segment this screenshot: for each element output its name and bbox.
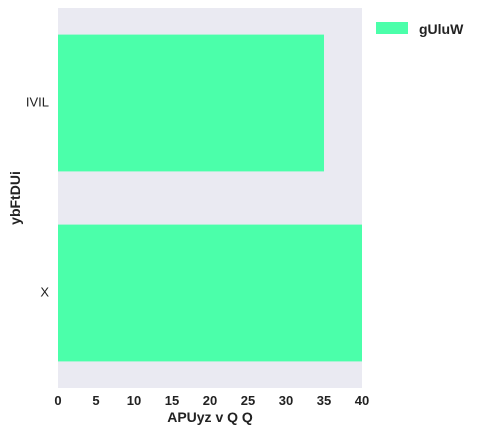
y-axis-title: ybFtDUi bbox=[7, 171, 23, 225]
x-tick-label: 35 bbox=[317, 393, 331, 408]
x-tick-label: 5 bbox=[92, 393, 99, 408]
legend-swatch bbox=[376, 22, 408, 34]
x-tick-label: 15 bbox=[165, 393, 179, 408]
bar-x bbox=[58, 224, 362, 362]
x-tick-label: 20 bbox=[203, 393, 217, 408]
x-tick-label: 30 bbox=[279, 393, 293, 408]
x-axis-title: APUyz v Q Q bbox=[167, 409, 253, 425]
x-tick-label: 25 bbox=[241, 393, 255, 408]
legend: gUluW bbox=[376, 21, 464, 37]
x-tick-labels: 0 5 10 15 20 25 30 35 40 bbox=[54, 393, 369, 408]
bars-group bbox=[58, 34, 362, 362]
legend-label: gUluW bbox=[419, 21, 464, 37]
y-tick-label: X bbox=[40, 284, 49, 299]
y-tick-label: IVIL bbox=[26, 94, 49, 109]
y-tick-labels: IVIL X bbox=[26, 94, 49, 299]
x-tick-label: 40 bbox=[355, 393, 369, 408]
x-tick-label: 10 bbox=[127, 393, 141, 408]
x-tick-label: 0 bbox=[54, 393, 61, 408]
bar-ivil bbox=[58, 34, 324, 172]
